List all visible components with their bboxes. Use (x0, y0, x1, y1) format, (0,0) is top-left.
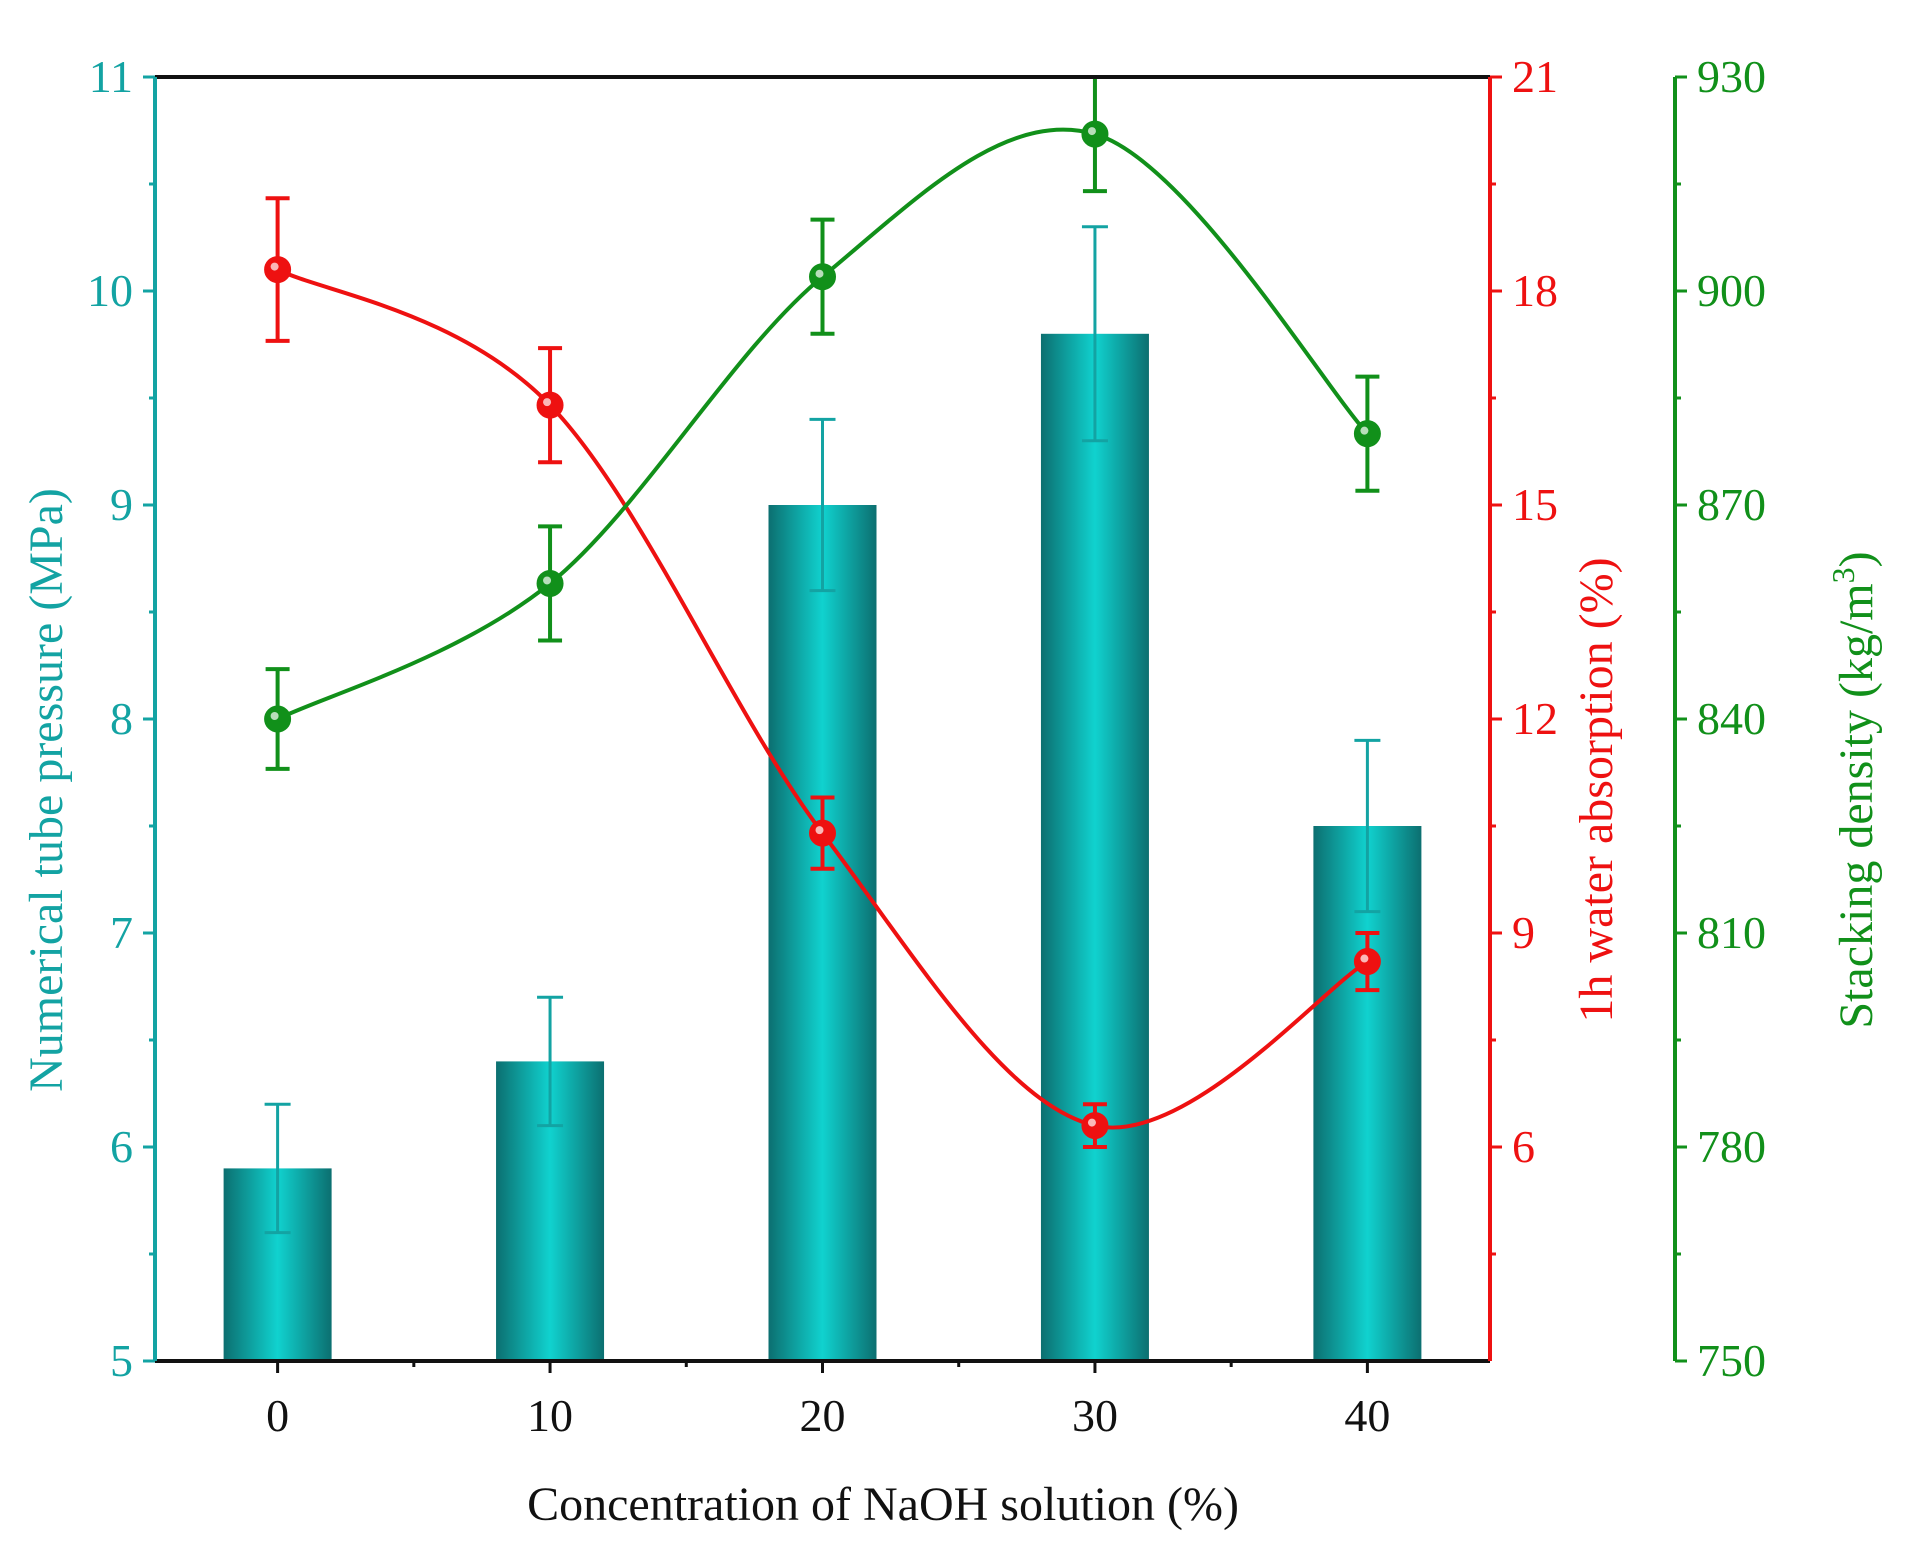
left-tick-label: 7 (110, 907, 133, 958)
axes: 0 10 20 30 40 5 6 7 8 9 10 11 6 9 12 15 18 21 750 780 810 840… (87, 51, 1766, 1441)
absorption-point-highlight (1360, 954, 1369, 963)
density-tick-label: 930 (1697, 51, 1766, 102)
absorption-point-highlight (815, 826, 824, 835)
density-title-sup: 3 (1825, 567, 1861, 583)
bar (1040, 333, 1149, 1361)
absorption-tick-label: 12 (1512, 693, 1558, 744)
bar (768, 505, 877, 1361)
absorption-tick-label: 21 (1512, 51, 1558, 102)
absorption-point (1081, 1112, 1109, 1140)
absorption-point (809, 819, 836, 847)
density-tick-label: 780 (1697, 1121, 1766, 1172)
density-tick-label: 870 (1697, 479, 1766, 530)
x-tick-label: 30 (1072, 1390, 1118, 1441)
right-axis-title-absorption: 1h water absorption (%) (1570, 557, 1623, 1022)
density-title-main: Stacking density (kg/m (1830, 583, 1883, 1028)
left-axis-title: Numerical tube pressure (MPa) (20, 488, 73, 1092)
bar-layer (223, 225, 1422, 1361)
absorption-point-highlight (543, 398, 552, 407)
absorption-point (1353, 948, 1381, 976)
density-tick-label: 750 (1697, 1335, 1766, 1386)
absorption-point (536, 391, 564, 419)
density-point (536, 569, 564, 597)
density-title-end: ) (1830, 551, 1883, 567)
density-tick-label: 900 (1697, 265, 1766, 316)
absorption-tick-label: 6 (1512, 1121, 1535, 1172)
absorption-tick-label: 15 (1512, 479, 1558, 530)
left-tick-label: 9 (110, 479, 133, 530)
density-point-highlight (270, 712, 279, 720)
left-tick-label: 6 (110, 1121, 133, 1172)
x-tick-label: 0 (266, 1390, 289, 1441)
frame (153, 75, 1677, 1363)
absorption-point-highlight (270, 262, 279, 271)
left-tick-label: 10 (87, 265, 133, 316)
density-point-highlight (815, 269, 824, 278)
absorption-tick-label: 18 (1512, 265, 1558, 316)
density-point (809, 263, 836, 291)
density-point (1353, 420, 1381, 448)
bar (1313, 826, 1422, 1361)
density-tick-label: 810 (1697, 907, 1766, 958)
x-tick-label: 10 (527, 1390, 573, 1441)
x-tick-label: 20 (800, 1390, 846, 1441)
absorption-point-highlight (1087, 1118, 1096, 1127)
absorption-tick-label: 9 (1512, 907, 1535, 958)
x-tick-label: 40 (1344, 1390, 1390, 1441)
left-tick-label: 5 (110, 1335, 133, 1386)
density-tick-label: 840 (1697, 693, 1766, 744)
right-axis-title-density: Stacking density (kg/m3) (1825, 551, 1883, 1028)
density-point-highlight (543, 576, 552, 585)
density-point (264, 705, 292, 733)
density-point (1081, 120, 1109, 148)
density-point-highlight (1360, 426, 1369, 435)
absorption-point (264, 256, 292, 284)
x-axis-title: Concentration of NaOH solution (%) (527, 1478, 1239, 1531)
left-tick-label: 11 (89, 51, 133, 102)
left-tick-label: 8 (110, 693, 133, 744)
density-point-highlight (1087, 127, 1096, 136)
line-layer (264, 75, 1381, 1149)
